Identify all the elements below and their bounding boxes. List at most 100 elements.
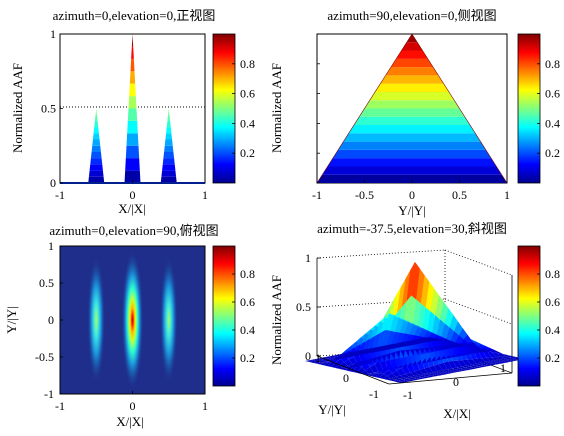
surface-facet xyxy=(324,356,333,359)
surface-facet xyxy=(418,339,427,342)
surface-facet xyxy=(411,378,421,381)
surface-facet xyxy=(470,345,479,354)
surface-facet xyxy=(453,360,462,368)
peak-band xyxy=(92,133,100,140)
colorbar-tick-label: 0.6 xyxy=(240,295,255,309)
surface-facet xyxy=(456,366,466,369)
colorbar-tick-label: 0.2 xyxy=(240,351,255,365)
surface-facet xyxy=(403,378,412,381)
surface-facet xyxy=(483,350,492,352)
surface-facet xyxy=(331,358,341,363)
surface-facet xyxy=(435,373,444,376)
surface-facet xyxy=(413,340,423,343)
surface-facet xyxy=(362,338,372,352)
surface-facet xyxy=(423,338,432,341)
colorbar-tick-label: 0.2 xyxy=(545,351,560,365)
peak-band xyxy=(91,145,101,152)
surface-facet xyxy=(423,373,432,375)
surface-facet xyxy=(442,369,451,372)
surface-facet xyxy=(469,365,479,368)
surface-facet xyxy=(357,349,366,352)
profile-band xyxy=(385,67,439,76)
surface-facet xyxy=(419,368,429,374)
surface-facet xyxy=(487,351,496,353)
peak-band xyxy=(125,158,140,171)
surface-facet xyxy=(421,376,430,379)
peak-band xyxy=(130,58,135,72)
x-axis-label: X/|X| xyxy=(116,414,144,429)
surface-facet xyxy=(331,358,340,360)
surface-facet xyxy=(492,352,501,357)
surface-facet xyxy=(405,340,414,343)
colorbar-gradient xyxy=(517,245,541,387)
colorbar-tick-label: 0.8 xyxy=(240,267,255,281)
surface-facet xyxy=(327,357,337,359)
surface-facet xyxy=(490,350,500,354)
surface-facet xyxy=(396,367,406,376)
y-tick-label: -1 xyxy=(369,387,379,401)
surface-facet xyxy=(445,372,454,374)
peak-band xyxy=(90,151,102,159)
surface-facet xyxy=(459,369,468,371)
y-tick-label: 0.5 xyxy=(41,102,56,116)
profile-band xyxy=(348,125,476,134)
colorbar: 0.2 0.4 0.6 0.8 xyxy=(517,33,560,184)
peak-band xyxy=(88,170,104,177)
colorbar-gradient xyxy=(517,33,541,184)
z-tick-label: 1 xyxy=(305,251,311,265)
surface-facet xyxy=(424,337,433,339)
peak-band xyxy=(131,34,134,47)
surface-facet xyxy=(400,341,409,344)
surface-facet xyxy=(472,358,481,364)
y-tick-label: 1 xyxy=(48,239,54,253)
surface-facet xyxy=(437,370,447,373)
surface-facet xyxy=(448,361,457,369)
surface-facet xyxy=(339,362,348,368)
surface-facet xyxy=(455,335,464,344)
x-tick-label: 0 xyxy=(130,188,136,202)
profile-band xyxy=(390,58,434,68)
peak-band xyxy=(165,133,173,140)
peak xyxy=(124,34,141,183)
heatmap-blob xyxy=(87,256,106,384)
surface-facet xyxy=(416,377,425,380)
profile-band xyxy=(359,108,465,117)
y-tick-label: 1 xyxy=(315,351,321,365)
surface-facet xyxy=(338,353,347,356)
surface-facet xyxy=(483,364,492,367)
surface-facet xyxy=(509,356,518,359)
profile-band xyxy=(343,133,481,142)
surface-facet xyxy=(341,367,351,371)
x-tick-label: 1 xyxy=(504,188,510,202)
surface-facet xyxy=(499,358,509,361)
x-tick-label: 0.5 xyxy=(452,188,467,202)
surface-facet xyxy=(404,376,413,379)
surface-facet xyxy=(386,330,395,346)
surface-facet xyxy=(395,318,404,333)
x-tick-label: 1 xyxy=(202,399,208,413)
surface-facet xyxy=(475,362,485,365)
profile-band xyxy=(380,75,444,84)
surface-facet xyxy=(367,335,376,351)
surface-facet xyxy=(443,361,452,370)
colorbar-tick-label: 0.2 xyxy=(240,146,255,160)
surface-facet xyxy=(332,356,341,359)
z-tick-label: 0 xyxy=(305,349,311,363)
surface-facet xyxy=(374,360,384,372)
surface-facet xyxy=(397,381,406,383)
y-tick-label: 0.5 xyxy=(39,276,54,290)
surface-facet xyxy=(462,359,471,366)
surface-facet xyxy=(320,361,330,363)
surface-facet xyxy=(493,361,503,363)
surface-facet xyxy=(432,371,442,373)
x-tick-label: -0.5 xyxy=(355,188,374,202)
surface-facet xyxy=(389,345,399,347)
peak-band xyxy=(127,120,138,134)
surface-facet xyxy=(409,339,419,342)
surface-facet xyxy=(391,331,400,346)
panel-oblique-view: azimuth=-37.5,elevation=30,斜视图 00.51-101… xyxy=(269,221,560,421)
surface-facet xyxy=(440,372,449,375)
surface-facet xyxy=(445,327,455,341)
peak-band xyxy=(129,83,136,97)
